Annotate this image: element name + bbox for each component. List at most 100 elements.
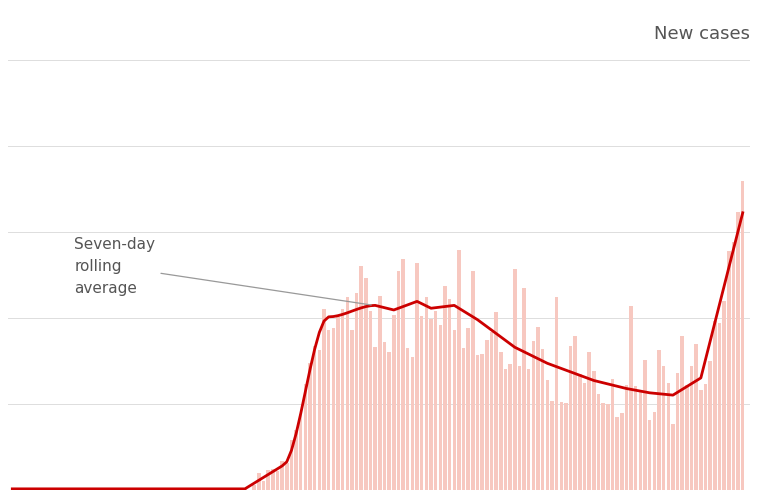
Bar: [275, 470, 279, 490]
Bar: [192, 489, 196, 490]
Bar: [299, 414, 302, 490]
Bar: [675, 373, 679, 490]
Bar: [47, 488, 51, 490]
Bar: [420, 316, 424, 490]
Bar: [313, 346, 317, 490]
Text: New cases: New cases: [654, 25, 750, 43]
Bar: [411, 357, 414, 490]
Bar: [360, 266, 363, 490]
Bar: [327, 330, 330, 490]
Bar: [610, 378, 614, 490]
Bar: [615, 418, 619, 490]
Bar: [183, 488, 186, 490]
Bar: [29, 488, 33, 490]
Bar: [415, 262, 418, 490]
Text: Seven-day
rolling
average: Seven-day rolling average: [74, 236, 371, 305]
Bar: [337, 317, 340, 490]
Bar: [350, 330, 353, 490]
Bar: [731, 242, 735, 490]
Bar: [476, 355, 480, 490]
Bar: [657, 350, 661, 490]
Bar: [588, 352, 591, 490]
Bar: [331, 328, 335, 490]
Bar: [727, 252, 731, 490]
Bar: [132, 488, 135, 490]
Bar: [387, 352, 391, 490]
Bar: [699, 390, 702, 490]
Bar: [494, 312, 498, 490]
Bar: [513, 269, 516, 490]
Bar: [634, 386, 637, 490]
Bar: [136, 489, 140, 490]
Bar: [690, 366, 693, 490]
Bar: [541, 350, 545, 490]
Bar: [713, 321, 717, 490]
Bar: [597, 394, 601, 490]
Bar: [369, 311, 373, 490]
Bar: [536, 327, 540, 490]
Bar: [402, 260, 405, 490]
Bar: [90, 488, 93, 490]
Bar: [569, 346, 572, 490]
Bar: [397, 270, 400, 490]
Bar: [382, 342, 386, 490]
Bar: [281, 462, 284, 490]
Bar: [169, 488, 172, 490]
Bar: [220, 488, 223, 490]
Bar: [559, 402, 563, 490]
Bar: [341, 308, 344, 490]
Bar: [197, 488, 200, 490]
Bar: [378, 296, 382, 490]
Bar: [578, 374, 581, 490]
Bar: [643, 360, 646, 490]
Bar: [448, 299, 451, 490]
Bar: [243, 489, 246, 490]
Bar: [499, 352, 503, 490]
Bar: [695, 344, 698, 490]
Bar: [392, 315, 396, 490]
Bar: [24, 489, 28, 490]
Bar: [206, 489, 210, 490]
Bar: [201, 489, 205, 490]
Bar: [159, 488, 163, 490]
Bar: [718, 323, 721, 490]
Bar: [485, 340, 489, 490]
Bar: [145, 488, 149, 490]
Bar: [545, 380, 549, 490]
Bar: [355, 292, 358, 490]
Bar: [606, 404, 610, 490]
Bar: [518, 366, 521, 490]
Bar: [592, 372, 596, 490]
Bar: [103, 489, 107, 490]
Bar: [503, 369, 507, 490]
Bar: [708, 362, 712, 490]
Bar: [285, 463, 288, 490]
Bar: [262, 481, 265, 490]
Bar: [252, 485, 256, 490]
Bar: [271, 469, 275, 490]
Bar: [304, 384, 307, 490]
Bar: [462, 348, 465, 490]
Bar: [620, 412, 623, 490]
Bar: [681, 336, 684, 490]
Bar: [141, 488, 145, 490]
Bar: [630, 306, 633, 490]
Bar: [62, 489, 65, 490]
Bar: [685, 386, 689, 490]
Bar: [625, 386, 628, 490]
Bar: [601, 403, 605, 490]
Bar: [671, 424, 675, 490]
Bar: [308, 363, 312, 490]
Bar: [122, 488, 125, 490]
Bar: [438, 325, 442, 490]
Bar: [290, 440, 293, 490]
Bar: [43, 488, 47, 490]
Bar: [453, 330, 456, 490]
Bar: [704, 384, 708, 490]
Bar: [639, 390, 642, 490]
Bar: [434, 311, 438, 490]
Bar: [67, 489, 70, 490]
Bar: [527, 370, 530, 490]
Bar: [532, 340, 535, 490]
Bar: [737, 212, 740, 490]
